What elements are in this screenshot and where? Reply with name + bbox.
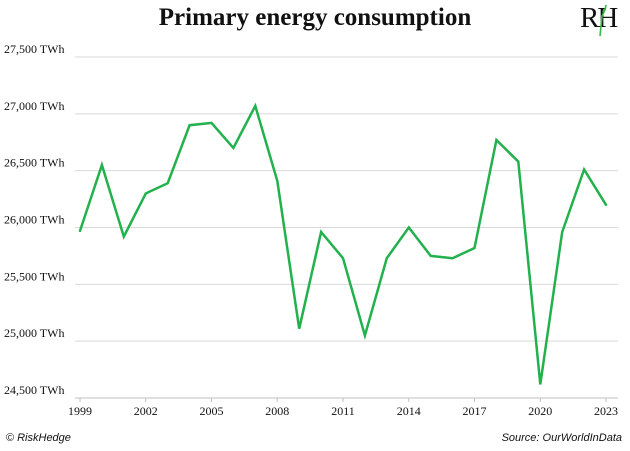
y-tick-label: 27,000 TWh: [4, 99, 64, 113]
x-tick-label: 1999: [68, 404, 92, 418]
footer-credit: © RiskHedge: [6, 432, 71, 444]
y-tick-label: 27,500 TWh: [4, 42, 64, 56]
y-tick-label: 26,500 TWh: [4, 156, 64, 170]
logo-text: RH: [580, 2, 618, 34]
y-tick-label: 25,500 TWh: [4, 269, 64, 283]
x-tick-label: 2017: [463, 404, 487, 418]
series-line: [78, 102, 608, 385]
x-tick-label: 2023: [594, 404, 618, 418]
x-tick-label: 2008: [265, 404, 289, 418]
x-tick-label: 2014: [397, 404, 421, 418]
riskhedge-logo: RH: [578, 2, 624, 38]
y-tick-label: 25,000 TWh: [4, 326, 64, 340]
x-tick-label: 2011: [331, 404, 355, 418]
footer-credit-text: RiskHedge: [17, 432, 71, 444]
footer-source: Source: OurWorldInData: [501, 432, 622, 444]
logo-accent-icon: [599, 4, 607, 37]
y-tick-label: 26,000 TWh: [4, 213, 64, 227]
chart-title: Primary energy consumption: [158, 4, 472, 31]
y-tick-label: 24,500 TWh: [4, 383, 64, 397]
x-tick-label: 2005: [200, 404, 224, 418]
x-tick-label: 2020: [528, 404, 552, 418]
copyright-symbol: ©: [6, 432, 15, 444]
x-tick-label: 2002: [134, 404, 158, 418]
